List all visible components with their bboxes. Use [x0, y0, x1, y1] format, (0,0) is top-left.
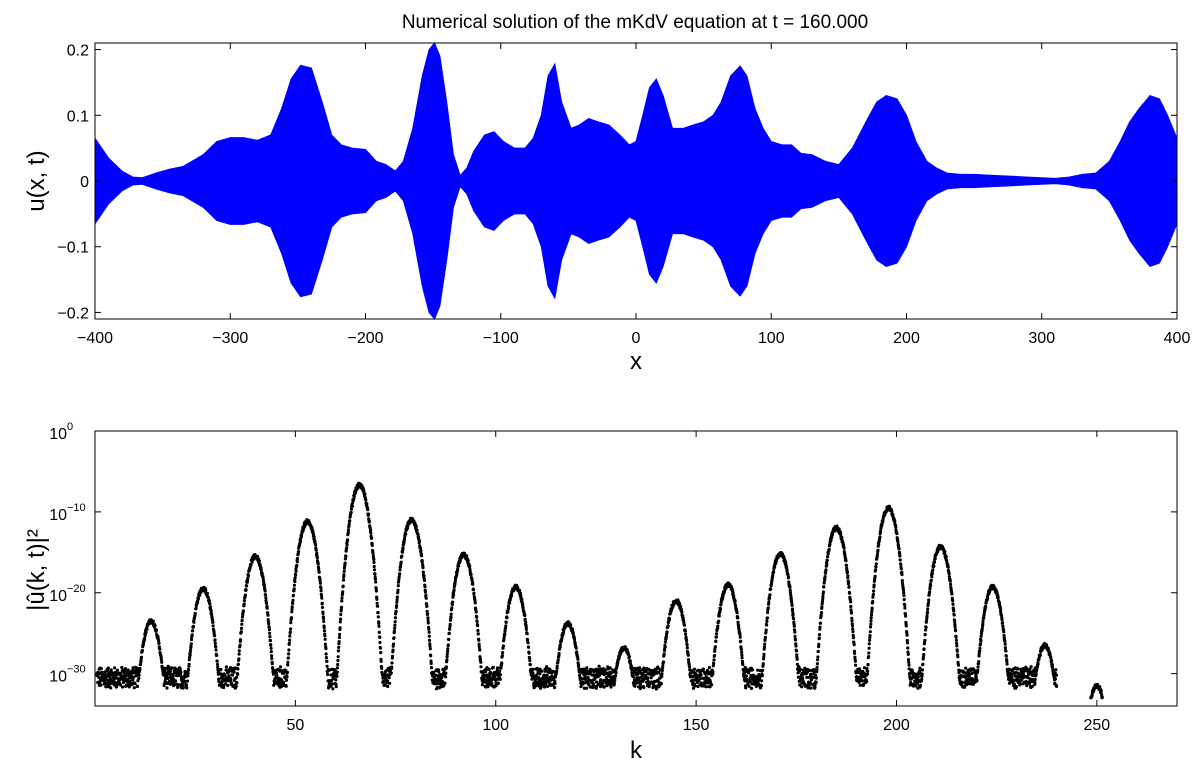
bottom-y-tick-label: 10	[49, 588, 67, 605]
spectrum-points	[95, 481, 1104, 700]
top-x-axis-label: x	[630, 348, 642, 375]
bottom-y-tick-exponent: −10	[67, 502, 86, 514]
top-y-tick-label: −0.2	[57, 305, 89, 322]
bottom-plot-area	[95, 481, 1104, 700]
top-y-tick-label: −0.1	[57, 240, 89, 257]
bottom-y-tick-label: 10	[49, 669, 67, 686]
bottom-axes-frame	[94, 430, 1178, 707]
top-y-axis-label: u(x, t)	[23, 150, 50, 211]
top-x-ticks: −400 −300 −200 −100 0 100 200 300 400	[77, 43, 1190, 347]
top-y-tick-label: 0.1	[67, 108, 89, 125]
top-x-tick-label: 400	[1164, 330, 1191, 347]
bottom-x-axis-label: k	[630, 737, 643, 764]
top-x-tick-label: −400	[77, 330, 113, 347]
wave-envelope-fill	[94, 42, 1178, 320]
top-x-tick-label: 300	[1028, 330, 1055, 347]
top-x-tick-label: −100	[483, 330, 519, 347]
chart-title: Numerical solution of the mKdV equation …	[402, 12, 868, 33]
bottom-x-ticks: 50 100 150 200 250	[286, 431, 1110, 734]
top-x-tick-label: 100	[758, 330, 785, 347]
top-y-tick-label: 0	[80, 174, 89, 191]
bottom-x-tick-label: 150	[683, 717, 710, 734]
bottom-y-tick-exponent: 0	[67, 421, 73, 433]
bottom-x-tick-label: 250	[1084, 717, 1111, 734]
bottom-y-tick-exponent: −30	[67, 664, 86, 676]
bottom-y-tick-exponent: −20	[67, 583, 86, 595]
top-x-tick-label: −300	[212, 330, 248, 347]
top-y-tick-label: 0.2	[67, 43, 89, 60]
bottom-x-tick-label: 50	[286, 717, 304, 734]
bottom-x-tick-label: 200	[883, 717, 910, 734]
top-x-tick-label: 200	[893, 330, 920, 347]
bottom-y-axis-label: |û(k, t)|²	[23, 529, 50, 611]
top-y-ticks: 0.2 0.1 0 −0.1 −0.2	[57, 43, 1177, 322]
top-plot-area	[94, 42, 1178, 320]
top-panel: −400 −300 −200 −100 0 100 200 300 400 0.2 0.1 0 −0.…	[23, 42, 1190, 375]
top-x-tick-label: 0	[632, 330, 641, 347]
bottom-x-tick-label: 100	[482, 717, 509, 734]
bottom-y-tick-label: 10	[49, 426, 67, 443]
top-x-tick-label: −200	[347, 330, 383, 347]
bottom-y-tick-label: 10	[49, 507, 67, 524]
